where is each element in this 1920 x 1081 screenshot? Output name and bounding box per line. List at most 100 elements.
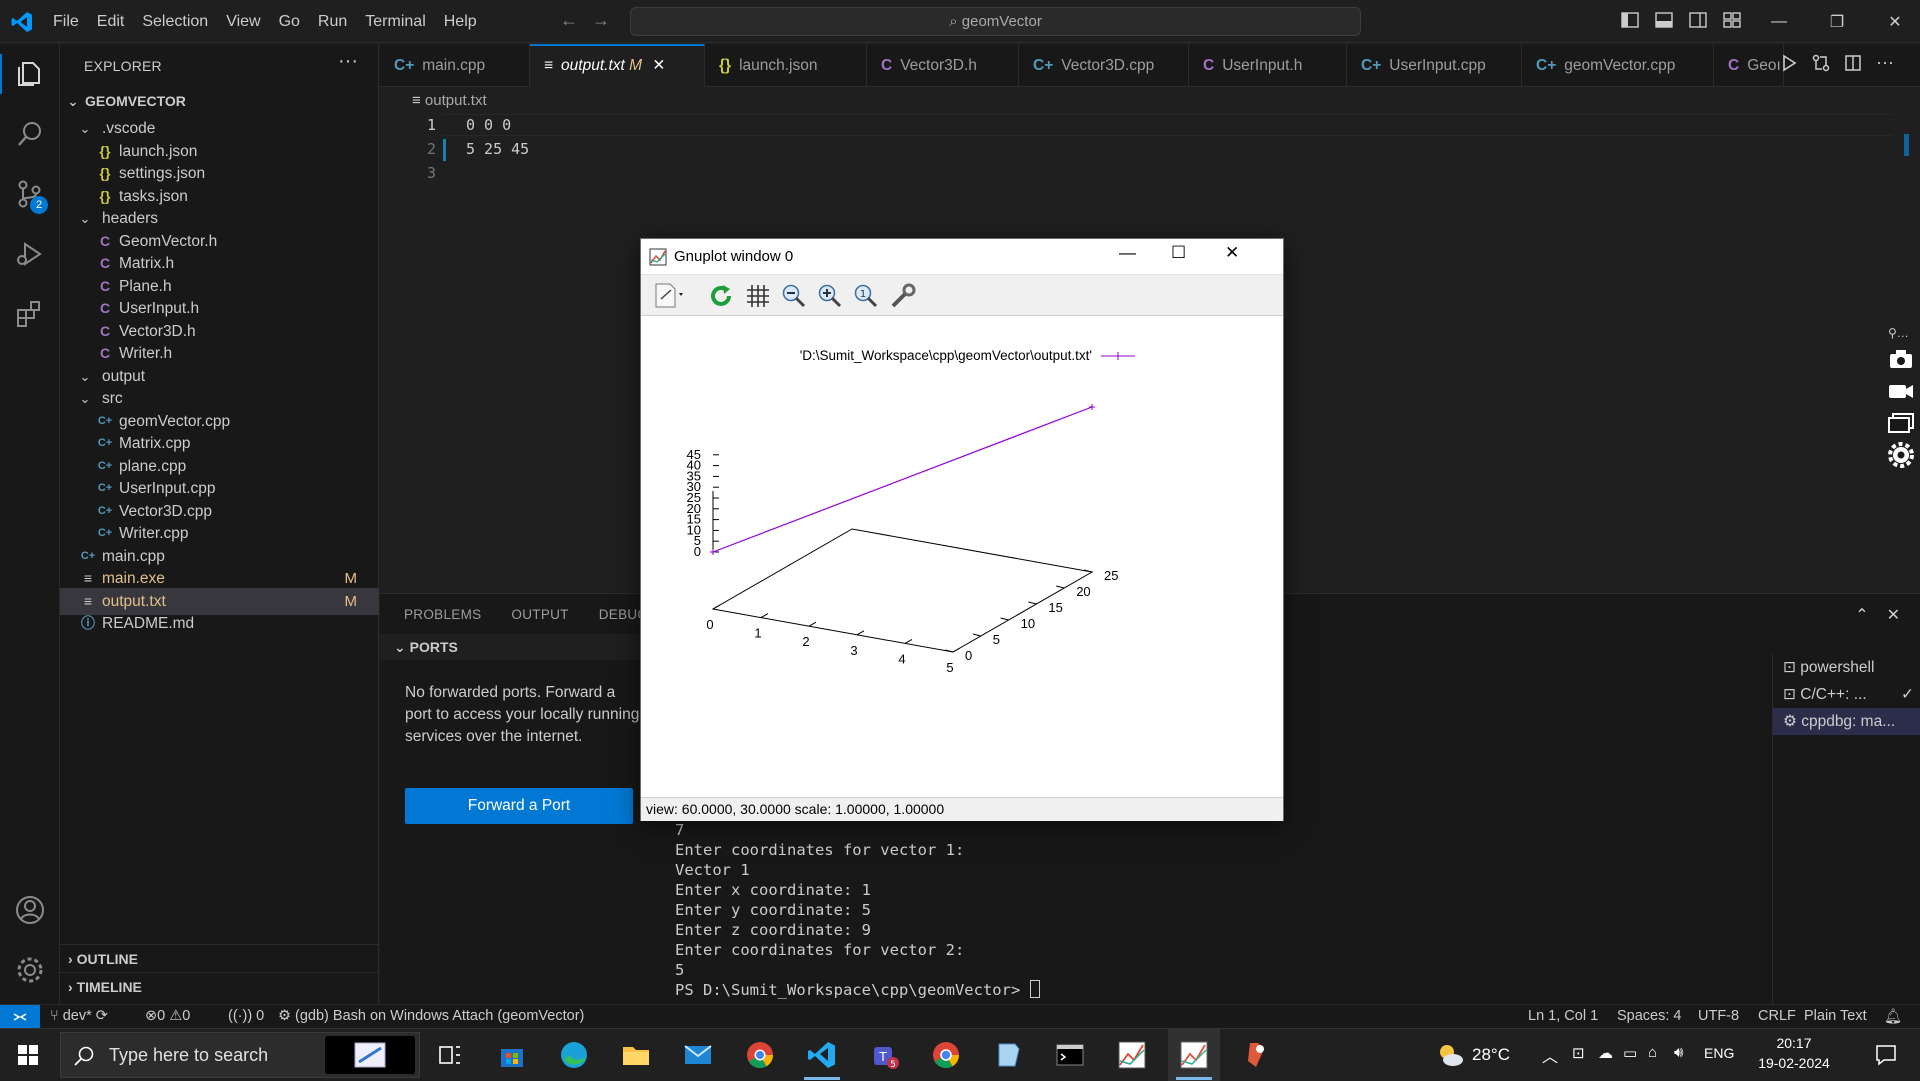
tab-output[interactable]: OUTPUT: [511, 607, 569, 622]
tab-overflow[interactable]: C Geoı: [1714, 44, 1784, 87]
search-icon[interactable]: [14, 118, 46, 150]
forward-arrow-icon[interactable]: →: [592, 10, 610, 30]
debugger-app-icon[interactable]: [1240, 1039, 1272, 1071]
outline-section[interactable]: › OUTLINE: [60, 944, 379, 972]
terminal-item-cpp-task[interactable]: ⊡ C/C++: ... ✓: [1773, 681, 1920, 708]
camera-icon[interactable]: [1888, 348, 1914, 370]
volume-icon[interactable]: 🔊︎: [1674, 1044, 1684, 1061]
teams-icon[interactable]: T5: [868, 1039, 900, 1071]
indentation[interactable]: Spaces: 4: [1617, 1008, 1682, 1024]
ports-indicator[interactable]: ((·)) 0: [228, 1008, 264, 1024]
gnuplot-taskbar-icon[interactable]: [1116, 1039, 1148, 1071]
file-explorer-icon[interactable]: [620, 1039, 652, 1071]
minimize-icon[interactable]: —: [1119, 243, 1136, 262]
clock-time[interactable]: 20:17: [1776, 1035, 1812, 1051]
zoom-reset-icon[interactable]: 1: [853, 283, 879, 309]
tree-file[interactable]: C+ Matrix.cpp: [60, 430, 379, 457]
close-panel-icon[interactable]: ✕: [1886, 607, 1900, 624]
tab-userinput-h[interactable]: C UserInput.h: [1189, 44, 1347, 87]
tree-file[interactable]: {} settings.json: [60, 160, 379, 187]
weather-temperature[interactable]: 28°C: [1472, 1045, 1510, 1064]
terminal-item-powershell[interactable]: ⊡ powershell: [1773, 654, 1920, 681]
tree-folder[interactable]: ⌄ .vscode: [60, 115, 379, 142]
options-wrench-icon[interactable]: [889, 282, 917, 310]
remote-indicator[interactable]: [0, 1005, 40, 1029]
more-actions-icon[interactable]: ···: [1876, 52, 1894, 72]
windows-start-icon[interactable]: [0, 1029, 56, 1081]
taskbar-search-box[interactable]: Type here to search: [60, 1032, 420, 1078]
debug-config[interactable]: ⚙ (gdb) Bash on Windows Attach (geomVect…: [278, 1008, 584, 1024]
run-icon[interactable]: [1780, 54, 1798, 72]
terminal-output[interactable]: 7 Enter coordinates for vector 1: Vector…: [675, 820, 1795, 1000]
microsoft-store-icon[interactable]: [496, 1039, 528, 1071]
tree-file[interactable]: ⓘ README.md: [60, 610, 379, 637]
gnuplot-plot-area[interactable]: 'D:\Sumit_Workspace\cpp\geomVector\outpu…: [641, 317, 1283, 797]
breadcrumb[interactable]: ≡ output.txt: [412, 92, 487, 109]
network-icon[interactable]: ⌂: [1648, 1044, 1658, 1061]
scrollbar-marker[interactable]: [1904, 134, 1909, 156]
end-of-line[interactable]: CRLF: [1758, 1008, 1796, 1024]
problems-indicator[interactable]: ⊗0 ⚠0: [145, 1008, 190, 1024]
tree-file[interactable]: C+ Writer.cpp: [60, 520, 379, 547]
menu-selection[interactable]: Selection: [142, 13, 209, 30]
toggle-panel-icon[interactable]: [1654, 10, 1674, 30]
menu-help[interactable]: Help: [443, 13, 477, 30]
forward-port-button[interactable]: Forward a Port: [405, 788, 633, 824]
chrome-browser-icon[interactable]: [744, 1039, 776, 1071]
tab-vector3d-h[interactable]: C Vector3D.h: [867, 44, 1019, 87]
explorer-icon[interactable]: [14, 58, 46, 90]
sync-icon[interactable]: ⟳: [95, 1008, 108, 1024]
command-center[interactable]: ⌕ geomVector: [630, 7, 1361, 36]
zoom-out-icon[interactable]: [781, 283, 807, 309]
tree-file[interactable]: C Plane.h: [60, 273, 379, 300]
clock-date[interactable]: 19-02-2024: [1758, 1055, 1830, 1071]
tab-main-cpp[interactable]: C+ main.cpp: [380, 44, 530, 87]
tree-file[interactable]: C+ UserInput.cpp: [60, 475, 379, 502]
minimize-icon[interactable]: —: [1771, 12, 1787, 30]
tree-file[interactable]: C GeomVector.h: [60, 228, 379, 255]
menu-edit[interactable]: Edit: [96, 13, 125, 30]
mail-icon[interactable]: [682, 1039, 714, 1071]
close-tab-icon[interactable]: ✕: [652, 57, 666, 74]
edge-browser-icon[interactable]: [558, 1039, 590, 1071]
tab-launch-json[interactable]: {} launch.json: [705, 44, 867, 87]
source-control-icon[interactable]: [14, 178, 46, 210]
tree-file[interactable]: C+ main.cpp: [60, 543, 379, 570]
menu-view[interactable]: View: [226, 13, 261, 30]
tree-file[interactable]: C Vector3D.h: [60, 318, 379, 345]
menu-go[interactable]: Go: [278, 13, 300, 30]
encoding[interactable]: UTF-8: [1698, 1008, 1740, 1024]
video-camera-icon[interactable]: [1888, 380, 1914, 402]
tree-file[interactable]: ≡ output.txt M: [60, 587, 379, 615]
customize-layout-icon[interactable]: [1722, 10, 1742, 30]
tree-folder[interactable]: ⌄ headers: [60, 205, 379, 232]
more-actions-icon[interactable]: ···: [338, 50, 358, 72]
tab-vector3d-cpp[interactable]: C+ Vector3D.cpp: [1019, 44, 1189, 87]
tab-userinput-cpp[interactable]: C+ UserInput.cpp: [1347, 44, 1522, 87]
tree-file[interactable]: C+ geomVector.cpp: [60, 408, 379, 435]
grid-icon[interactable]: [745, 283, 771, 309]
menu-file[interactable]: File: [53, 13, 79, 30]
restore-icon[interactable]: ❐: [1829, 13, 1845, 31]
close-icon[interactable]: ✕: [1225, 243, 1240, 262]
tree-file[interactable]: C Writer.h: [60, 340, 379, 367]
extensions-icon[interactable]: [14, 298, 46, 330]
tree-file[interactable]: ≡ main.exe M: [60, 565, 379, 592]
maximize-panel-icon[interactable]: ⌃: [1855, 607, 1869, 624]
settings-gear-icon[interactable]: [1888, 442, 1914, 468]
cursor-position[interactable]: Ln 1, Col 1: [1528, 1008, 1599, 1024]
input-language[interactable]: ENG: [1704, 1045, 1735, 1061]
terminal-item-cppdbg[interactable]: ⚙ cppdbg: ma...: [1773, 708, 1920, 735]
vscode-taskbar-icon[interactable]: [806, 1039, 838, 1071]
chrome-profile-icon[interactable]: [930, 1039, 962, 1071]
back-arrow-icon[interactable]: ←: [560, 10, 578, 30]
tab-output-txt[interactable]: ≡ output.txt M ✕: [530, 44, 705, 87]
pin-icon[interactable]: ⚲…: [1888, 326, 1909, 340]
notepad-icon[interactable]: [992, 1039, 1024, 1071]
notification-center-icon[interactable]: [1874, 1043, 1898, 1067]
task-view-icon[interactable]: [434, 1039, 466, 1071]
notifications-bell-icon[interactable]: 🔔︎: [1884, 1009, 1903, 1025]
toggle-primary-sidebar-icon[interactable]: [1620, 10, 1640, 30]
tree-file[interactable]: {} tasks.json: [60, 183, 379, 210]
git-branch[interactable]: ⑂ dev* ⟳: [50, 1008, 108, 1024]
